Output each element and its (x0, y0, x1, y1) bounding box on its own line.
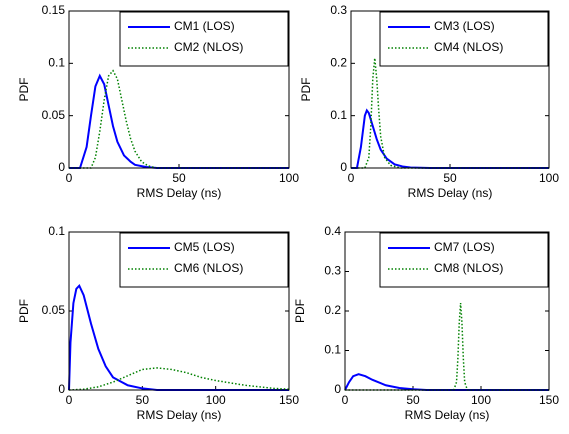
series-line (69, 69, 289, 169)
x-tick-label: 0 (66, 171, 73, 185)
axes-frame (350, 10, 550, 169)
x-tick-label: 150 (539, 393, 559, 407)
legend-label: CM4 (NLOS) (434, 40, 503, 54)
x-tick-label: 100 (539, 171, 559, 185)
y-tick-label: 0 (334, 382, 341, 396)
legend-label: CM6 (NLOS) (174, 261, 243, 275)
y-tick-label: 0 (58, 160, 65, 174)
legend-box (119, 232, 289, 288)
x-tick-label: 100 (206, 393, 226, 407)
axes-frame (344, 231, 550, 391)
x-tick-label: 150 (279, 393, 299, 407)
legend-box (379, 232, 549, 288)
y-tick-label: 0.05 (42, 108, 66, 122)
x-tick-label: 100 (471, 393, 491, 407)
y-tick-label: 0.05 (42, 303, 66, 317)
legend-box (379, 11, 549, 67)
legend-label: CM2 (NLOS) (174, 40, 243, 54)
legend-label: CM7 (LOS) (434, 240, 495, 254)
y-tick-label: 0.1 (48, 224, 65, 238)
y-tick-label: 0.2 (324, 303, 341, 317)
y-axis-label: PDF (17, 78, 31, 102)
y-tick-label: 0.1 (48, 56, 65, 70)
y-tick-label: 0.15 (42, 3, 66, 17)
y-axis-label: PDF (299, 78, 313, 102)
y-tick-label: 0.1 (330, 108, 347, 122)
series-line (344, 373, 549, 391)
x-tick-label: 0 (348, 171, 355, 185)
series-line (68, 367, 290, 391)
series-line (351, 58, 549, 169)
series-line (69, 73, 289, 169)
series-line (345, 303, 549, 391)
y-tick-label: 0.2 (330, 56, 347, 70)
x-tick-label: 100 (279, 171, 299, 185)
y-tick-label: 0 (340, 160, 347, 174)
legend-label: CM8 (NLOS) (434, 261, 503, 275)
y-tick-label: 0.3 (324, 264, 341, 278)
y-axis-label: PDF (17, 299, 31, 323)
y-tick-label: 0.1 (324, 343, 341, 357)
x-tick-label: 0 (66, 393, 73, 407)
y-tick-label: 0.3 (330, 3, 347, 17)
y-tick-label: 0 (58, 382, 65, 396)
x-axis-label: RMS Delay (ns) (137, 408, 222, 422)
x-tick-label: 50 (172, 171, 186, 185)
axes-frame (68, 10, 290, 169)
y-axis-label: PDF (293, 299, 307, 323)
x-axis-label: RMS Delay (ns) (405, 408, 490, 422)
x-tick-label: 50 (406, 393, 420, 407)
legend-label: CM5 (LOS) (174, 240, 235, 254)
legend-label: CM1 (LOS) (174, 19, 235, 33)
x-axis-label: RMS Delay (ns) (408, 186, 493, 200)
legend-box (119, 11, 289, 67)
series-line (351, 108, 549, 169)
y-tick-label: 0.4 (324, 224, 341, 238)
x-axis-label: RMS Delay (ns) (137, 186, 222, 200)
x-tick-label: 0 (342, 393, 349, 407)
legend-label: CM3 (LOS) (434, 19, 495, 33)
x-tick-label: 50 (136, 393, 150, 407)
axes-frame (68, 231, 290, 391)
x-tick-label: 50 (443, 171, 457, 185)
